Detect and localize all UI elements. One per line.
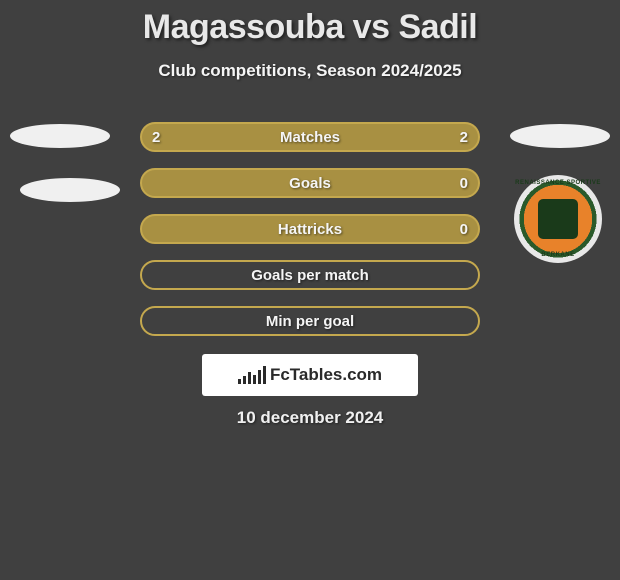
player-left-logo-placeholder-1 — [10, 124, 110, 148]
stat-right-value: 0 — [460, 221, 468, 238]
stat-row-hattricks: Hattricks 0 — [140, 214, 480, 244]
brand-text: FcTables.com — [270, 365, 382, 385]
club-logo-bottom-text: BERKANE — [514, 252, 602, 258]
stat-label: Goals — [289, 175, 331, 192]
stat-right-value: 2 — [460, 129, 468, 146]
brand-bar — [238, 379, 241, 384]
stat-left-value: 2 — [152, 129, 160, 146]
club-logo-inner-icon — [538, 199, 578, 239]
stat-row-goals: Goals 0 — [140, 168, 480, 198]
brand-bar — [253, 375, 256, 384]
stat-label: Hattricks — [278, 221, 342, 238]
player-right-logo-placeholder — [510, 124, 610, 148]
player-left-logo-placeholder-2 — [20, 178, 120, 202]
stats-container: 2 Matches 2 Goals 0 Hattricks 0 Goals pe… — [140, 122, 480, 352]
brand-bar — [258, 370, 261, 384]
page-subtitle: Club competitions, Season 2024/2025 — [0, 61, 620, 81]
stat-row-goals-per-match: Goals per match — [140, 260, 480, 290]
brand-bars-icon — [238, 366, 266, 384]
brand-badge: FcTables.com — [202, 354, 418, 396]
stat-right-value: 0 — [460, 175, 468, 192]
page-title: Magassouba vs Sadil — [0, 0, 620, 47]
stat-label: Goals per match — [251, 267, 369, 284]
stat-label: Matches — [280, 129, 340, 146]
stat-row-min-per-goal: Min per goal — [140, 306, 480, 336]
brand-bar — [263, 366, 266, 384]
stat-row-matches: 2 Matches 2 — [140, 122, 480, 152]
stat-label: Min per goal — [266, 313, 354, 330]
brand-bar — [248, 372, 251, 384]
date-text: 10 december 2024 — [0, 408, 620, 428]
brand-bar — [243, 376, 246, 384]
club-logo-berkane: RENAISSANCE SPORTIVE BERKANE — [514, 175, 602, 263]
club-logo-top-text: RENAISSANCE SPORTIVE — [514, 180, 602, 186]
